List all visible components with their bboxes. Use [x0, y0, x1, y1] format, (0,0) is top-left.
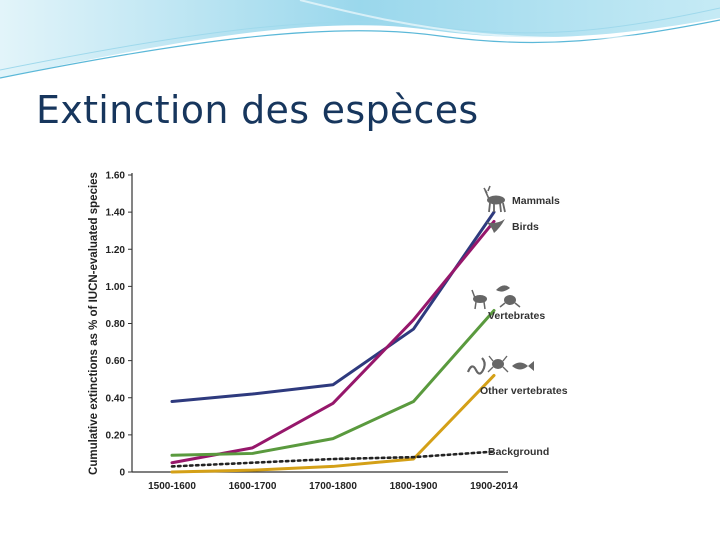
y-tick-label: 0.60 — [106, 356, 126, 367]
y-tick-label: 0 — [119, 468, 125, 479]
deer-icon — [483, 185, 506, 213]
extinction-line-chart: 0 0.20 0.40 0.60 0.80 1.00 1.20 1.40 1.60 1500-16… — [88, 171, 568, 493]
y-tick-label: 1.00 — [106, 282, 126, 293]
series-label: Birds — [512, 221, 539, 233]
series-label: Background — [488, 446, 549, 458]
x-tick-label: 1500-1600 — [148, 481, 196, 492]
x-tick-label: 1800-1900 — [390, 481, 438, 492]
series-label: Other vertebrates — [480, 385, 568, 397]
series-label: Mammals — [512, 195, 560, 207]
series-line-other-vertebrates — [170, 373, 496, 474]
y-tick-label: 1.40 — [106, 208, 126, 219]
series-line-mammals — [170, 210, 496, 403]
y-tick-label: 0.80 — [106, 319, 126, 330]
x-tick-label: 1700-1800 — [309, 481, 357, 492]
y-axis-label: Cumulative extinctions as % of IUCN-eval… — [88, 172, 100, 475]
y-tick-label: 1.60 — [106, 171, 126, 182]
slide-title: Extinction des espèces — [36, 88, 479, 132]
series-line-background — [170, 450, 496, 468]
y-tick-label: 0.20 — [106, 430, 126, 441]
series-line-vertebrates — [170, 309, 496, 457]
header-wave-decoration — [0, 0, 720, 79]
x-tick-label: 1600-1700 — [229, 481, 277, 492]
animals-icon — [471, 285, 521, 310]
chart-panel: 0 0.20 0.40 0.60 0.80 1.00 1.20 1.40 1.60 1500-16… — [78, 152, 588, 500]
snake-frog-fish-icon — [466, 355, 534, 375]
y-tick-label: 1.20 — [106, 245, 126, 256]
y-tick-label: 0.40 — [106, 393, 126, 404]
x-tick-label: 1900-2014 — [470, 481, 518, 492]
series-label: Vertebrates — [488, 310, 545, 322]
bird-icon — [486, 219, 505, 233]
